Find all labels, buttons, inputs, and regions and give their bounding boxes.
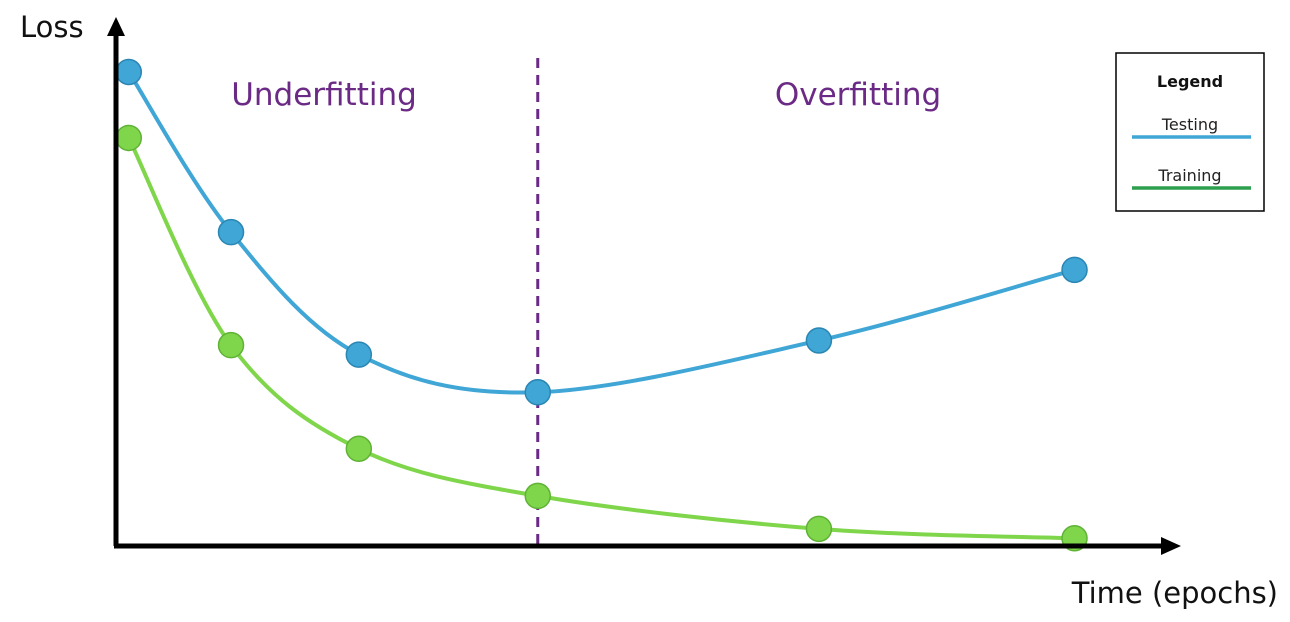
series-line-testing — [126, 70, 1077, 395]
axes — [107, 17, 1181, 555]
region-label-overfitting: Overfitting — [775, 77, 941, 113]
series-line-training — [126, 135, 1077, 541]
x-axis-title: Time (epochs) — [1071, 576, 1278, 610]
legend-label-training: Training — [1157, 166, 1221, 185]
x-axis-arrow — [1161, 537, 1181, 555]
data-point-testing-2 — [217, 218, 245, 246]
region-label-underfitting: Underfitting — [231, 77, 417, 113]
data-point-training-5 — [805, 515, 833, 543]
legend: Legend Testing Training — [1115, 52, 1265, 212]
data-point-training-2 — [217, 331, 245, 359]
data-point-testing-4 — [524, 379, 552, 406]
data-point-training-1 — [115, 124, 143, 152]
data-point-testing-5 — [805, 327, 833, 354]
data-point-training-4 — [524, 482, 552, 510]
data-point-testing-3 — [345, 341, 373, 368]
data-point-training-3 — [345, 435, 373, 463]
data-point-testing-1 — [115, 58, 143, 86]
legend-title: Legend — [1157, 72, 1223, 91]
y-axis-arrow — [107, 17, 125, 36]
legend-box — [1115, 52, 1265, 212]
y-axis-title: Loss — [20, 10, 84, 44]
data-point-testing-6 — [1061, 256, 1088, 284]
legend-label-testing: Testing — [1161, 115, 1218, 134]
